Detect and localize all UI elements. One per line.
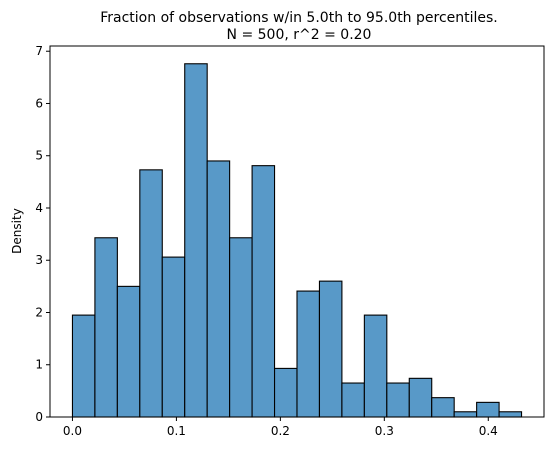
histogram-bar bbox=[453, 411, 478, 418]
histogram-bar bbox=[139, 169, 163, 418]
chart-subtitle: N = 500, r^2 = 0.20 bbox=[227, 27, 372, 43]
histogram-bar bbox=[229, 237, 253, 418]
y-tick-label: 7 bbox=[35, 44, 43, 58]
histogram-bar bbox=[498, 411, 523, 418]
histogram-bar bbox=[94, 237, 118, 418]
histogram-bar bbox=[341, 382, 365, 418]
y-tick-label: 2 bbox=[35, 305, 43, 319]
histogram-bar bbox=[476, 401, 500, 418]
bars-group bbox=[71, 63, 523, 418]
histogram-bar bbox=[431, 397, 455, 418]
histogram-bar bbox=[318, 280, 343, 418]
x-tick-label: 0.0 bbox=[63, 424, 82, 438]
y-tick-label: 0 bbox=[35, 410, 43, 424]
y-tick-label: 5 bbox=[35, 149, 43, 163]
histogram-bar bbox=[408, 377, 433, 418]
histogram-bar bbox=[184, 63, 208, 418]
y-axis-label: Density bbox=[10, 208, 24, 254]
x-tick-label: 0.4 bbox=[479, 424, 498, 438]
histogram-bar bbox=[363, 314, 388, 418]
histogram-bar bbox=[161, 256, 186, 418]
y-axis-ticks: 0 1 2 3 4 5 6 7 bbox=[35, 44, 50, 424]
histogram-bar bbox=[296, 290, 321, 418]
histogram-bar bbox=[116, 285, 141, 418]
histogram-bar bbox=[273, 367, 298, 418]
x-tick-label: 0.3 bbox=[375, 424, 394, 438]
plot-frame bbox=[49, 45, 545, 418]
y-tick-label: 3 bbox=[35, 253, 43, 267]
y-tick-label: 6 bbox=[35, 96, 43, 110]
histogram-bar bbox=[251, 165, 276, 418]
y-tick-label: 4 bbox=[35, 201, 43, 215]
x-tick-label: 0.1 bbox=[167, 424, 186, 438]
histogram-bar bbox=[206, 160, 231, 418]
x-axis-ticks: 0.0 0.1 0.2 0.3 0.4 bbox=[63, 417, 498, 438]
histogram-bar bbox=[386, 382, 410, 418]
x-tick-label: 0.2 bbox=[271, 424, 290, 438]
y-tick-label: 1 bbox=[35, 358, 43, 372]
chart-title: Fraction of observations w/in 5.0th to 9… bbox=[100, 10, 498, 26]
histogram-bar bbox=[71, 314, 96, 418]
